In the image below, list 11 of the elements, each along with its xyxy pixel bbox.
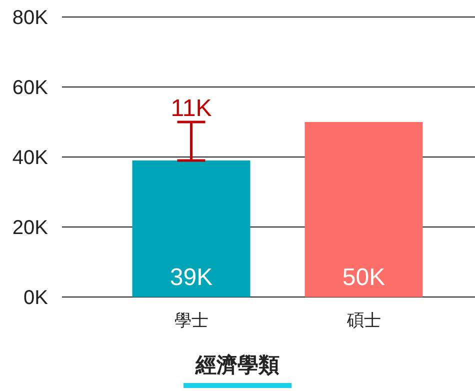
x-tick-label: 學士 [174,311,208,330]
y-tick-label: 20K [12,217,49,239]
y-tick-label: 60K [12,77,49,99]
x-axis-title: 經濟學類 [194,353,280,377]
y-tick-label: 80K [12,7,49,29]
x-tick-label: 碩士 [346,311,381,330]
data-label: 50K [342,264,386,291]
annotation: 11K [170,95,212,122]
data-label: 39K [170,264,213,291]
y-tick-label: 0K [24,287,49,309]
y-tick-label: 40K [12,147,49,169]
